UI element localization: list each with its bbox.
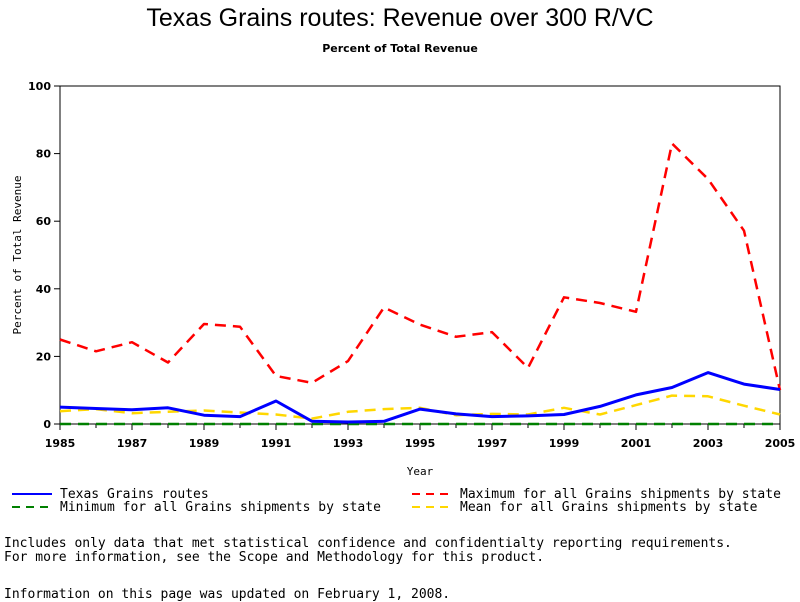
x-tick-label: 1985 <box>45 437 76 450</box>
legend-label: Minimum for all Grains shipments by stat… <box>60 500 381 515</box>
x-tick-label: 1993 <box>333 437 364 450</box>
y-axis-title: Percent of Total Revenue <box>11 176 24 335</box>
x-tick-label: 2003 <box>693 437 724 450</box>
x-axis: 1985 1987 1989 1991 1993 1995 1997 1999 2001 2003… <box>45 424 796 450</box>
x-tick-label: 1999 <box>549 437 580 450</box>
x-tick-label: 1987 <box>117 437 148 450</box>
x-tick-label: 1991 <box>261 437 292 450</box>
x-tick-label: 1997 <box>477 437 508 450</box>
chart-subtitle: Percent of Total Revenue <box>322 42 478 55</box>
series-line-1 <box>59 142 782 391</box>
plot-frame <box>59 85 781 425</box>
x-tick-label: 1995 <box>405 437 436 450</box>
y-axis: 0 20 40 60 80 100 <box>28 80 60 431</box>
y-tick-label: 40 <box>36 283 52 296</box>
chart-title: Texas Grains routes: Revenue over 300 R/… <box>146 4 654 32</box>
footnote-methodology: For more information, see the Scope and … <box>4 550 545 565</box>
legend-label: Mean for all Grains shipments by state <box>460 500 758 515</box>
y-tick-label: 60 <box>36 215 52 228</box>
series-layer <box>59 142 782 426</box>
x-tick-label: 1989 <box>189 437 220 450</box>
y-tick-label: 0 <box>43 418 51 431</box>
x-tick-label: 2005 <box>765 437 796 450</box>
series-line-0 <box>59 371 781 424</box>
footnote-confidentiality: Includes only data that met statistical … <box>4 536 732 551</box>
y-tick-label: 20 <box>36 350 52 363</box>
legend: Texas Grains routes Maximum for all Grain… <box>12 487 781 515</box>
legend-label: Texas Grains routes <box>60 487 209 502</box>
x-axis-title: Year <box>407 465 434 478</box>
y-tick-label: 100 <box>28 80 51 93</box>
y-tick-label: 80 <box>36 148 52 161</box>
legend-label: Maximum for all Grains shipments by stat… <box>460 487 781 502</box>
footnote-updated: Information on this page was updated on … <box>4 587 451 602</box>
x-tick-label: 2001 <box>621 437 652 450</box>
